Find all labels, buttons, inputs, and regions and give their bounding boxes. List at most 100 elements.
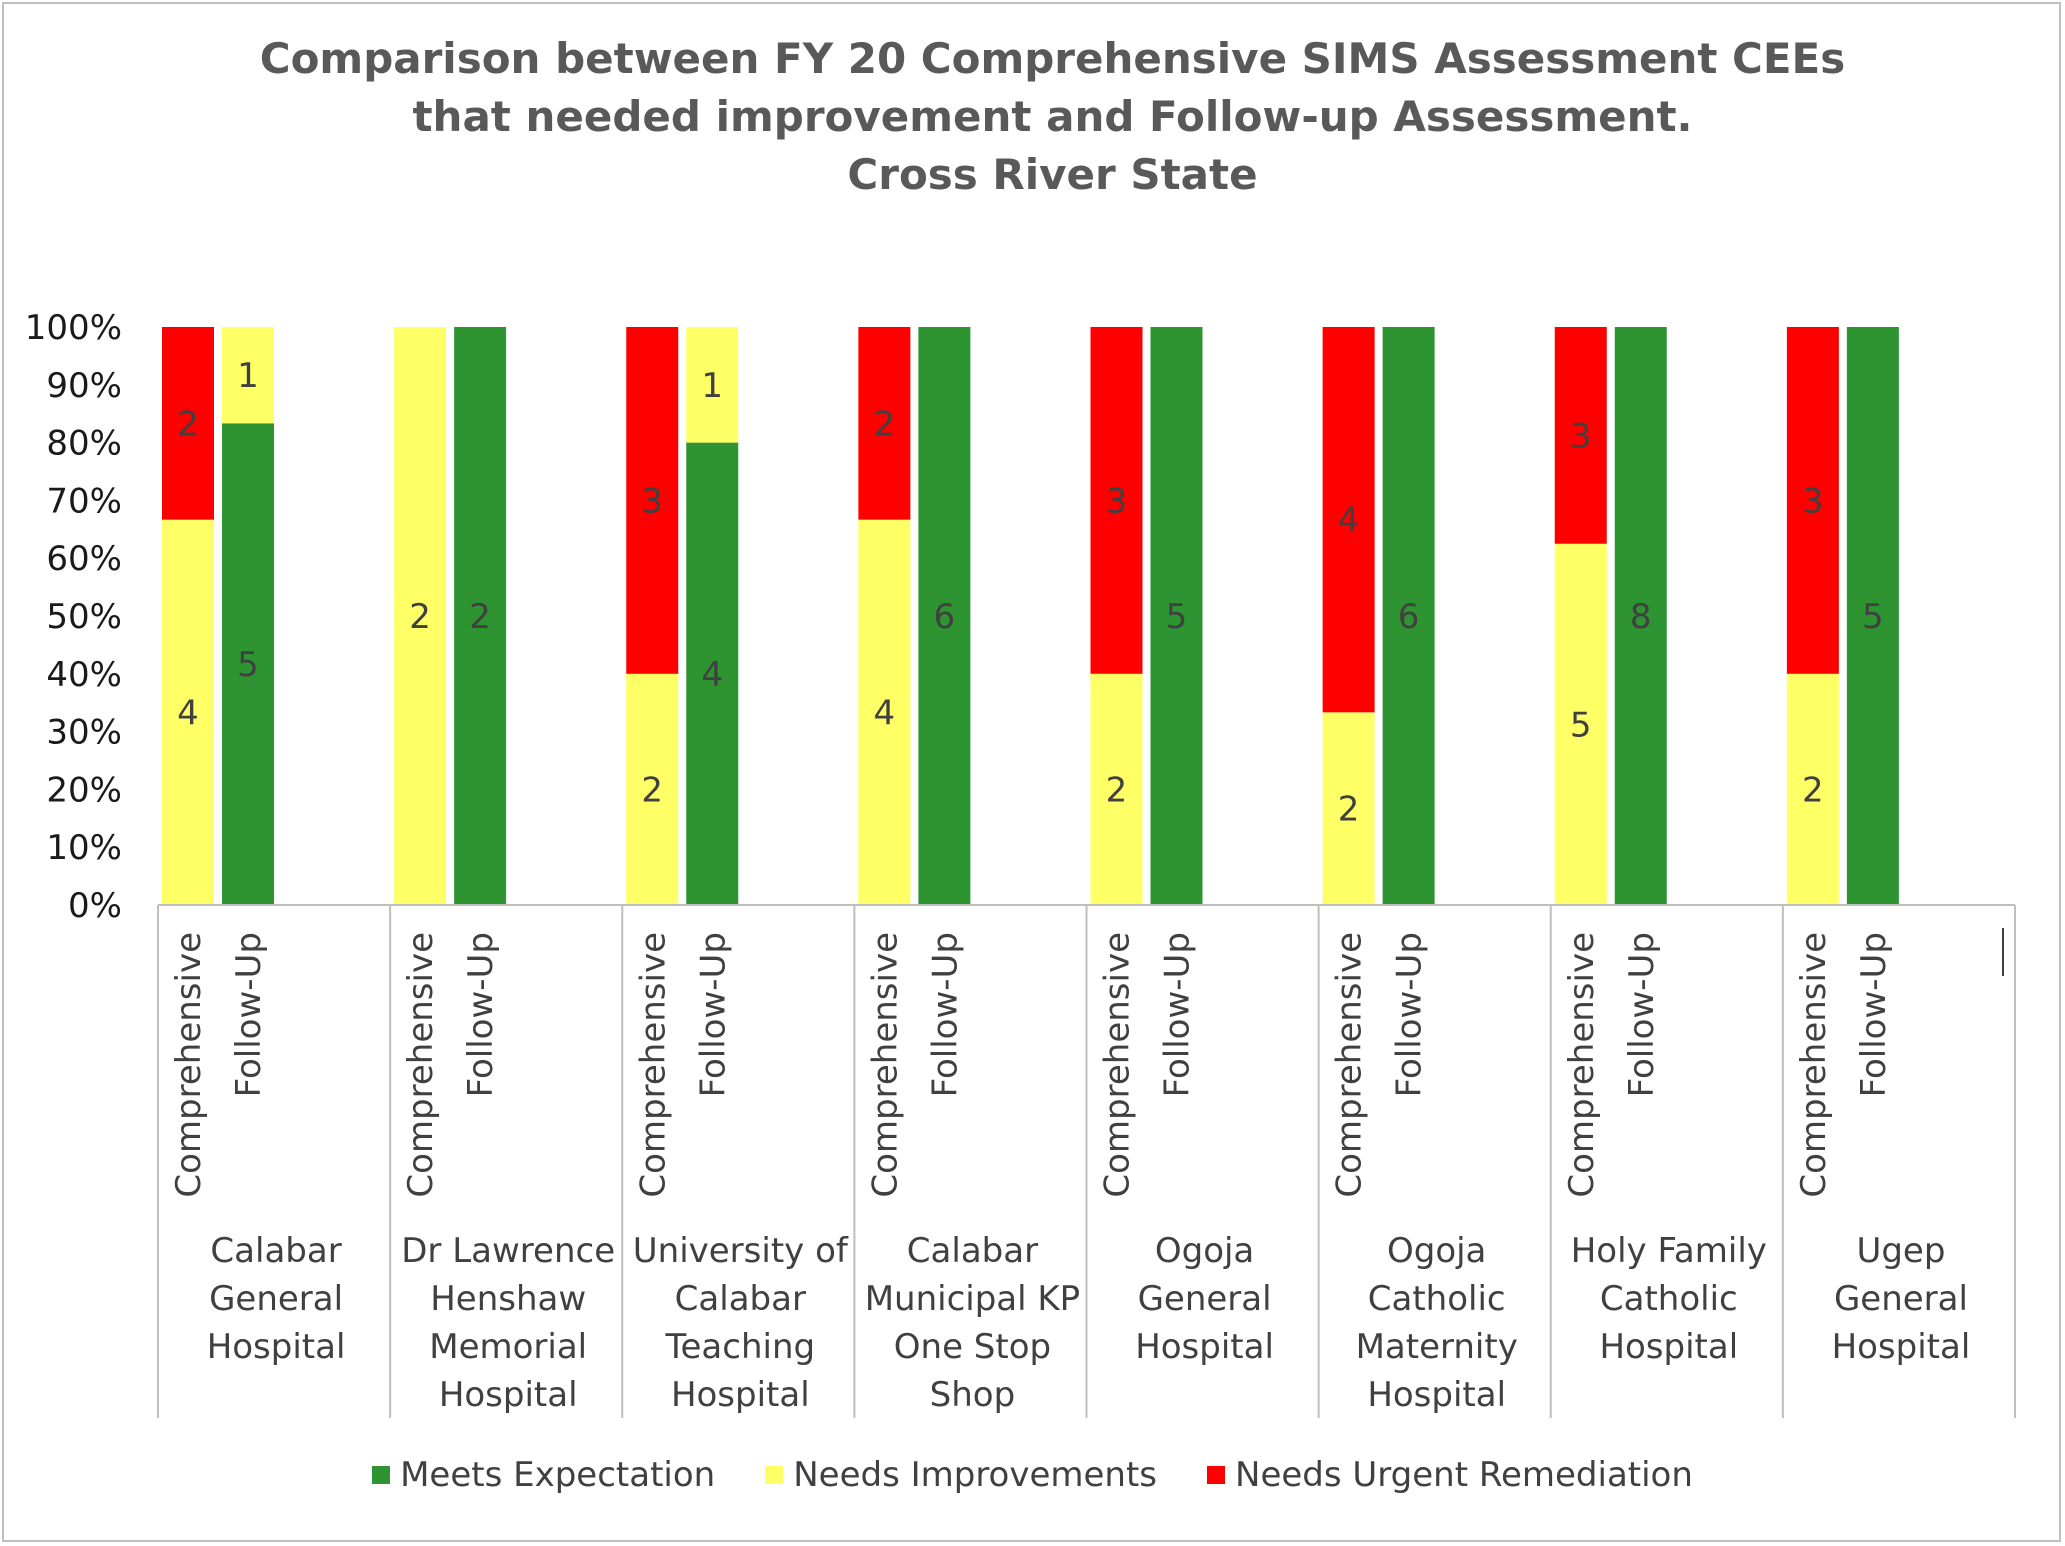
bar-segment-improve bbox=[858, 519, 911, 905]
group-label: Municipal KP bbox=[865, 1279, 1081, 1319]
group-label: Hospital bbox=[1599, 1327, 1738, 1367]
bar-segment-meets bbox=[1382, 327, 1435, 905]
title-line-1: Comparison between FY 20 Comprehensive S… bbox=[259, 34, 1846, 83]
data-label: 3 bbox=[641, 481, 663, 521]
category-axis: Comprehensive Follow-Up Calabar General Hosp… bbox=[157, 904, 2016, 1418]
y-tick-label: 70% bbox=[46, 481, 122, 521]
title-line-2: that needed improvement and Follow-up As… bbox=[412, 92, 1693, 141]
bar-segment-improve bbox=[1786, 673, 1839, 905]
bar-segment-improve bbox=[1322, 712, 1375, 905]
data-label: 4 bbox=[177, 693, 199, 733]
bar-category-label: Follow-Up bbox=[1622, 932, 1662, 1097]
group-label: Catholic bbox=[1600, 1279, 1738, 1319]
bar-segment-meets bbox=[1150, 327, 1203, 905]
bar-category-label: Follow-Up bbox=[1158, 932, 1198, 1097]
y-tick-label: 60% bbox=[46, 539, 122, 579]
y-tick-label: 0% bbox=[68, 886, 122, 926]
group-label: Ugep bbox=[1856, 1231, 1945, 1271]
group-label: Hospital bbox=[1832, 1327, 1971, 1367]
data-label: 2 bbox=[409, 597, 431, 637]
bar-category-label: Follow-Up bbox=[693, 932, 733, 1097]
group-label: Dr Lawrence bbox=[401, 1231, 615, 1271]
bar-category-label: Follow-Up bbox=[229, 932, 269, 1097]
bar-segment-improve bbox=[1554, 543, 1607, 905]
bar-segment-improve bbox=[626, 673, 679, 905]
y-tick-label: 40% bbox=[46, 655, 122, 695]
bar-segment-meets bbox=[222, 423, 274, 905]
bar-segment-meets bbox=[1614, 327, 1667, 905]
bar-category-label: Comprehensive bbox=[633, 932, 673, 1198]
bar-segment-improve bbox=[162, 519, 214, 905]
data-label: 6 bbox=[1398, 597, 1420, 637]
bar-segment-urgent bbox=[626, 327, 679, 674]
data-label: 2 bbox=[177, 404, 199, 444]
legend-item-improve: Needs Improvements bbox=[765, 1455, 1157, 1495]
bar-segment-urgent bbox=[858, 327, 911, 520]
bar-category-label: Follow-Up bbox=[1854, 932, 1894, 1097]
legend-label: Needs Improvements bbox=[793, 1455, 1158, 1495]
y-tick-label: 100% bbox=[25, 308, 122, 348]
y-tick-label: 30% bbox=[46, 713, 122, 753]
data-label: 3 bbox=[1570, 416, 1592, 456]
group-label: General bbox=[1834, 1279, 1968, 1319]
bar-segment-improve bbox=[222, 327, 274, 424]
bar-segment-urgent bbox=[1322, 327, 1375, 713]
title-line-3: Cross River State bbox=[847, 150, 1258, 199]
data-label: 8 bbox=[1630, 597, 1652, 637]
bar-segment-urgent bbox=[1786, 327, 1839, 674]
data-label: 1 bbox=[237, 356, 259, 396]
bar-segment-urgent bbox=[1090, 327, 1143, 674]
group-label: Maternity bbox=[1356, 1327, 1518, 1367]
bar-segment-meets bbox=[918, 327, 971, 905]
group-label: Hospital bbox=[439, 1375, 578, 1415]
bar-category-label: Follow-Up bbox=[1390, 932, 1430, 1097]
data-label: 2 bbox=[641, 770, 663, 810]
data-label: 1 bbox=[701, 366, 723, 406]
legend-label: Meets Expectation bbox=[400, 1455, 716, 1495]
group-label: Calabar bbox=[210, 1231, 341, 1271]
group-label: Ogoja bbox=[1387, 1231, 1486, 1271]
bar-category-label: Follow-Up bbox=[461, 932, 501, 1097]
bar-category-label: Follow-Up bbox=[925, 932, 965, 1097]
data-label: 2 bbox=[469, 597, 491, 637]
bar-category-label: Comprehensive bbox=[401, 932, 441, 1198]
group-label: Teaching bbox=[665, 1327, 816, 1367]
group-label: Calabar bbox=[675, 1279, 806, 1319]
data-label: 5 bbox=[1166, 597, 1188, 637]
y-tick-label: 10% bbox=[46, 828, 122, 868]
bar-category-label: Comprehensive bbox=[1794, 932, 1834, 1198]
bar-segment-improve bbox=[394, 327, 447, 905]
data-label: 3 bbox=[1802, 481, 1824, 521]
bar-segment-urgent bbox=[162, 327, 214, 520]
group-label: Ogoja bbox=[1155, 1231, 1254, 1271]
data-label: 5 bbox=[237, 645, 259, 685]
group-label: Hospital bbox=[1367, 1375, 1506, 1415]
bar-segment-meets bbox=[1846, 327, 1899, 905]
y-axis: 0% 10% 20% 30% 40% 50% 60% 70% 80% 90% 100% bbox=[25, 308, 122, 926]
data-label: 3 bbox=[1106, 481, 1128, 521]
group-label: Hospital bbox=[1135, 1327, 1274, 1367]
chart-title: Comparison between FY 20 Comprehensive S… bbox=[0, 30, 2065, 204]
bar-category-label: Comprehensive bbox=[865, 932, 905, 1198]
bar-segment-improve bbox=[1090, 673, 1143, 905]
data-label: 2 bbox=[874, 404, 896, 444]
data-label: 6 bbox=[934, 597, 956, 637]
group-label: Holy Family bbox=[1571, 1231, 1767, 1271]
group-label: Hospital bbox=[671, 1375, 810, 1415]
y-tick-label: 20% bbox=[46, 770, 122, 810]
bar-segment-meets bbox=[454, 327, 507, 905]
group-label: Calabar bbox=[907, 1231, 1038, 1271]
group-label: University of bbox=[633, 1231, 849, 1271]
legend-item-urgent: Needs Urgent Remediation bbox=[1207, 1455, 1693, 1495]
data-label: 5 bbox=[1570, 705, 1592, 745]
data-label: 2 bbox=[1802, 770, 1824, 810]
group-label: One Stop bbox=[894, 1327, 1051, 1367]
data-label: 2 bbox=[1338, 790, 1360, 830]
bar-segment-urgent bbox=[1554, 327, 1607, 544]
legend-swatch-urgent bbox=[1207, 1466, 1226, 1484]
y-tick-label: 50% bbox=[46, 597, 122, 637]
legend-item-meets: Meets Expectation bbox=[372, 1455, 715, 1495]
data-label: 2 bbox=[1106, 770, 1128, 810]
